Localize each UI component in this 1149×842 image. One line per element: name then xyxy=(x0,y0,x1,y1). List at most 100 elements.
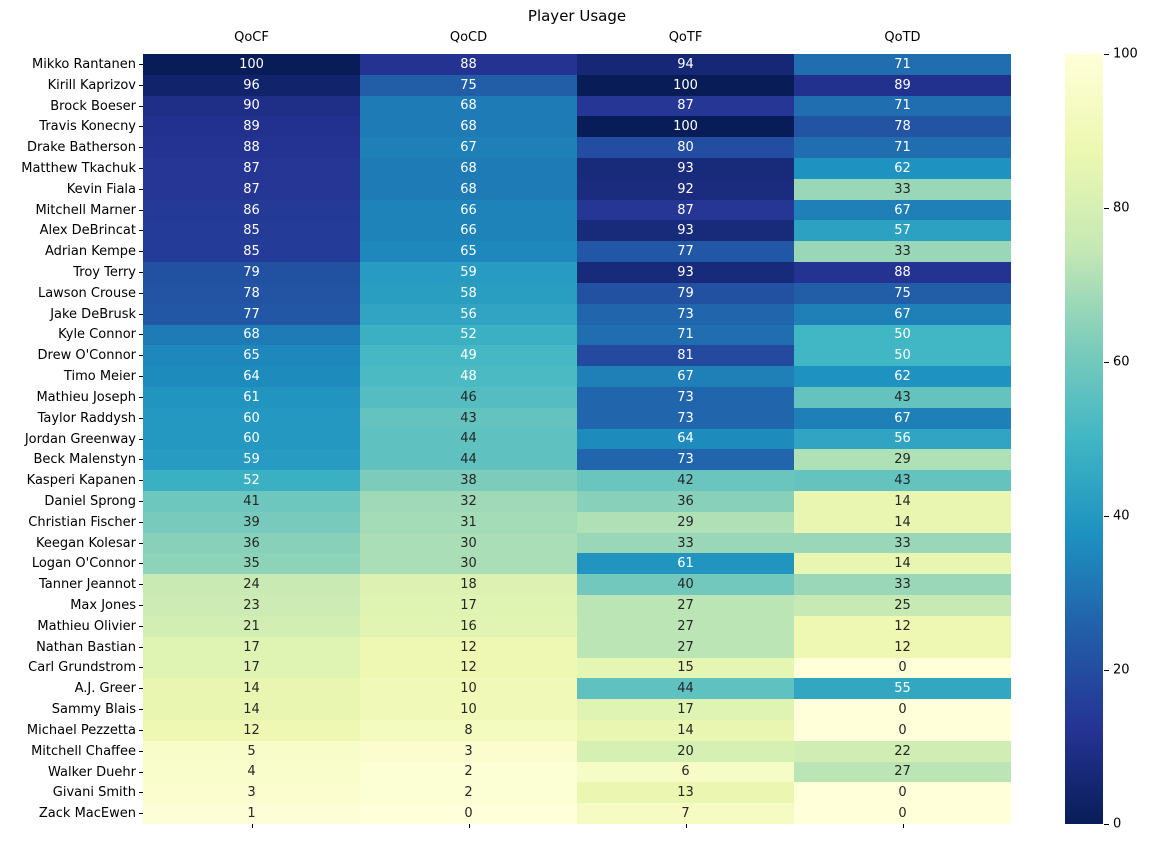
heatmap-cell: 68 xyxy=(360,116,577,138)
heatmap-cell: 42 xyxy=(577,470,794,491)
heatmap-cell: 25 xyxy=(794,595,1011,616)
y-tick-mark xyxy=(139,251,143,253)
y-tick-mark xyxy=(139,230,143,232)
column-header-qotf: QoTF xyxy=(668,30,703,45)
heatmap-cell: 6 xyxy=(577,761,794,783)
colorbar-tick-mark xyxy=(1104,54,1109,55)
heatmap-cell: 14 xyxy=(143,678,360,700)
heatmap-cell: 79 xyxy=(143,262,360,283)
heatmap-cell: 2 xyxy=(360,782,577,804)
heatmap-cell: 2 xyxy=(360,761,577,783)
heatmap-cell: 35 xyxy=(143,553,360,575)
row-label: Mathieu Olivier xyxy=(0,616,143,637)
row-label: Givani Smith xyxy=(0,782,143,803)
colorbar-tick-label: 0 xyxy=(1113,816,1122,832)
player-name: Jake DeBrusk xyxy=(50,306,136,322)
row-label: Beck Malenstyn xyxy=(0,449,143,470)
row-label: Max Jones xyxy=(0,595,143,616)
player-name: Mathieu Joseph xyxy=(36,389,136,405)
heatmap-cell: 68 xyxy=(360,95,577,117)
heatmap-cell: 29 xyxy=(577,511,794,533)
player-name: Max Jones xyxy=(70,598,136,614)
heatmap-cell: 0 xyxy=(360,803,577,824)
colorbar-tick-label: 100 xyxy=(1113,46,1138,62)
heatmap-grid: 100 88 94 71 96 75 100 89 90 68 87 71 89 68 100 78 88 67 8… xyxy=(143,54,1011,824)
row-label: Matthew Tkachuk xyxy=(0,158,143,179)
chart-title: Player Usage xyxy=(527,7,627,25)
heatmap-cell: 14 xyxy=(577,719,794,741)
heatmap-cell: 68 xyxy=(360,158,577,179)
heatmap-cell: 17 xyxy=(143,657,360,679)
row-label: Alex DeBrincat xyxy=(0,221,143,242)
heatmap-cell: 93 xyxy=(577,158,794,179)
heatmap-cell: 87 xyxy=(143,178,360,200)
heatmap-cell: 0 xyxy=(794,657,1011,679)
heatmap-cell: 33 xyxy=(794,532,1011,554)
heatmap-cell: 93 xyxy=(577,220,794,242)
player-name: Adrian Kempe xyxy=(45,244,136,260)
heatmap-cell: 32 xyxy=(360,491,577,512)
heatmap-cell: 67 xyxy=(794,303,1011,325)
y-tick-mark xyxy=(139,292,143,294)
x-tick-mark xyxy=(468,824,470,828)
y-tick-mark xyxy=(139,376,143,378)
heatmap-cell: 12 xyxy=(360,657,577,679)
heatmap-cell: 30 xyxy=(360,553,577,575)
heatmap-cell: 46 xyxy=(360,386,577,408)
player-name: Christian Fischer xyxy=(28,514,136,530)
player-name: Kirill Kaprizov xyxy=(47,77,136,93)
heatmap-cell: 56 xyxy=(794,428,1011,450)
heatmap-cell: 33 xyxy=(794,178,1011,200)
heatmap-cell: 29 xyxy=(794,449,1011,471)
x-tick-mark xyxy=(902,824,904,828)
player-name: Timo Meier xyxy=(63,369,136,385)
colorbar xyxy=(1065,54,1103,824)
heatmap-cell: 68 xyxy=(360,178,577,200)
heatmap-cell: 12 xyxy=(360,636,577,658)
heatmap-cell: 23 xyxy=(143,595,360,616)
y-tick-mark xyxy=(139,646,143,648)
heatmap-cell: 17 xyxy=(360,595,577,616)
row-label: A.J. Greer xyxy=(0,678,143,699)
player-name: Daniel Sprong xyxy=(44,493,136,509)
player-name: Keegan Kolesar xyxy=(36,535,136,551)
player-name: Lawson Crouse xyxy=(37,285,136,301)
colorbar-tick-mark xyxy=(1104,670,1109,671)
row-label: Tanner Jeannot xyxy=(0,574,143,595)
y-tick-mark xyxy=(139,105,143,107)
heatmap-cell: 87 xyxy=(577,95,794,117)
heatmap-cell: 79 xyxy=(577,282,794,304)
heatmap-cell: 73 xyxy=(577,303,794,325)
heatmap-cell: 27 xyxy=(577,615,794,637)
heatmap-cell: 31 xyxy=(360,511,577,533)
heatmap-cell: 77 xyxy=(577,241,794,263)
heatmap-cell: 43 xyxy=(794,470,1011,491)
player-name: Mitchell Chaffee xyxy=(31,743,136,759)
heatmap-cell: 48 xyxy=(360,366,577,387)
heatmap-cell: 71 xyxy=(577,324,794,346)
player-name: Kasperi Kapanen xyxy=(26,473,136,489)
heatmap-cell: 88 xyxy=(360,54,577,75)
heatmap-cell: 7 xyxy=(577,803,794,824)
player-name: Walker Duehr xyxy=(48,764,136,780)
heatmap-cell: 10 xyxy=(360,678,577,700)
colorbar-tick-mark xyxy=(1104,516,1109,517)
heatmap-cell: 64 xyxy=(577,428,794,450)
y-tick-mark xyxy=(139,750,143,752)
heatmap-cell: 0 xyxy=(794,782,1011,804)
heatmap-cell: 62 xyxy=(794,158,1011,179)
heatmap-cell: 58 xyxy=(360,282,577,304)
y-tick-mark xyxy=(139,188,143,190)
y-tick-mark xyxy=(139,126,143,128)
heatmap-cell: 14 xyxy=(794,553,1011,575)
heatmap-cell: 14 xyxy=(794,491,1011,512)
heatmap-cell: 30 xyxy=(360,532,577,554)
colorbar-tick-mark xyxy=(1104,362,1109,363)
row-label: Kasperi Kapanen xyxy=(0,470,143,491)
y-tick-mark xyxy=(139,459,143,461)
y-tick-mark xyxy=(139,147,143,149)
heatmap-cell: 73 xyxy=(577,449,794,471)
y-tick-mark xyxy=(139,480,143,482)
y-tick-mark xyxy=(139,313,143,315)
y-tick-mark xyxy=(139,355,143,357)
